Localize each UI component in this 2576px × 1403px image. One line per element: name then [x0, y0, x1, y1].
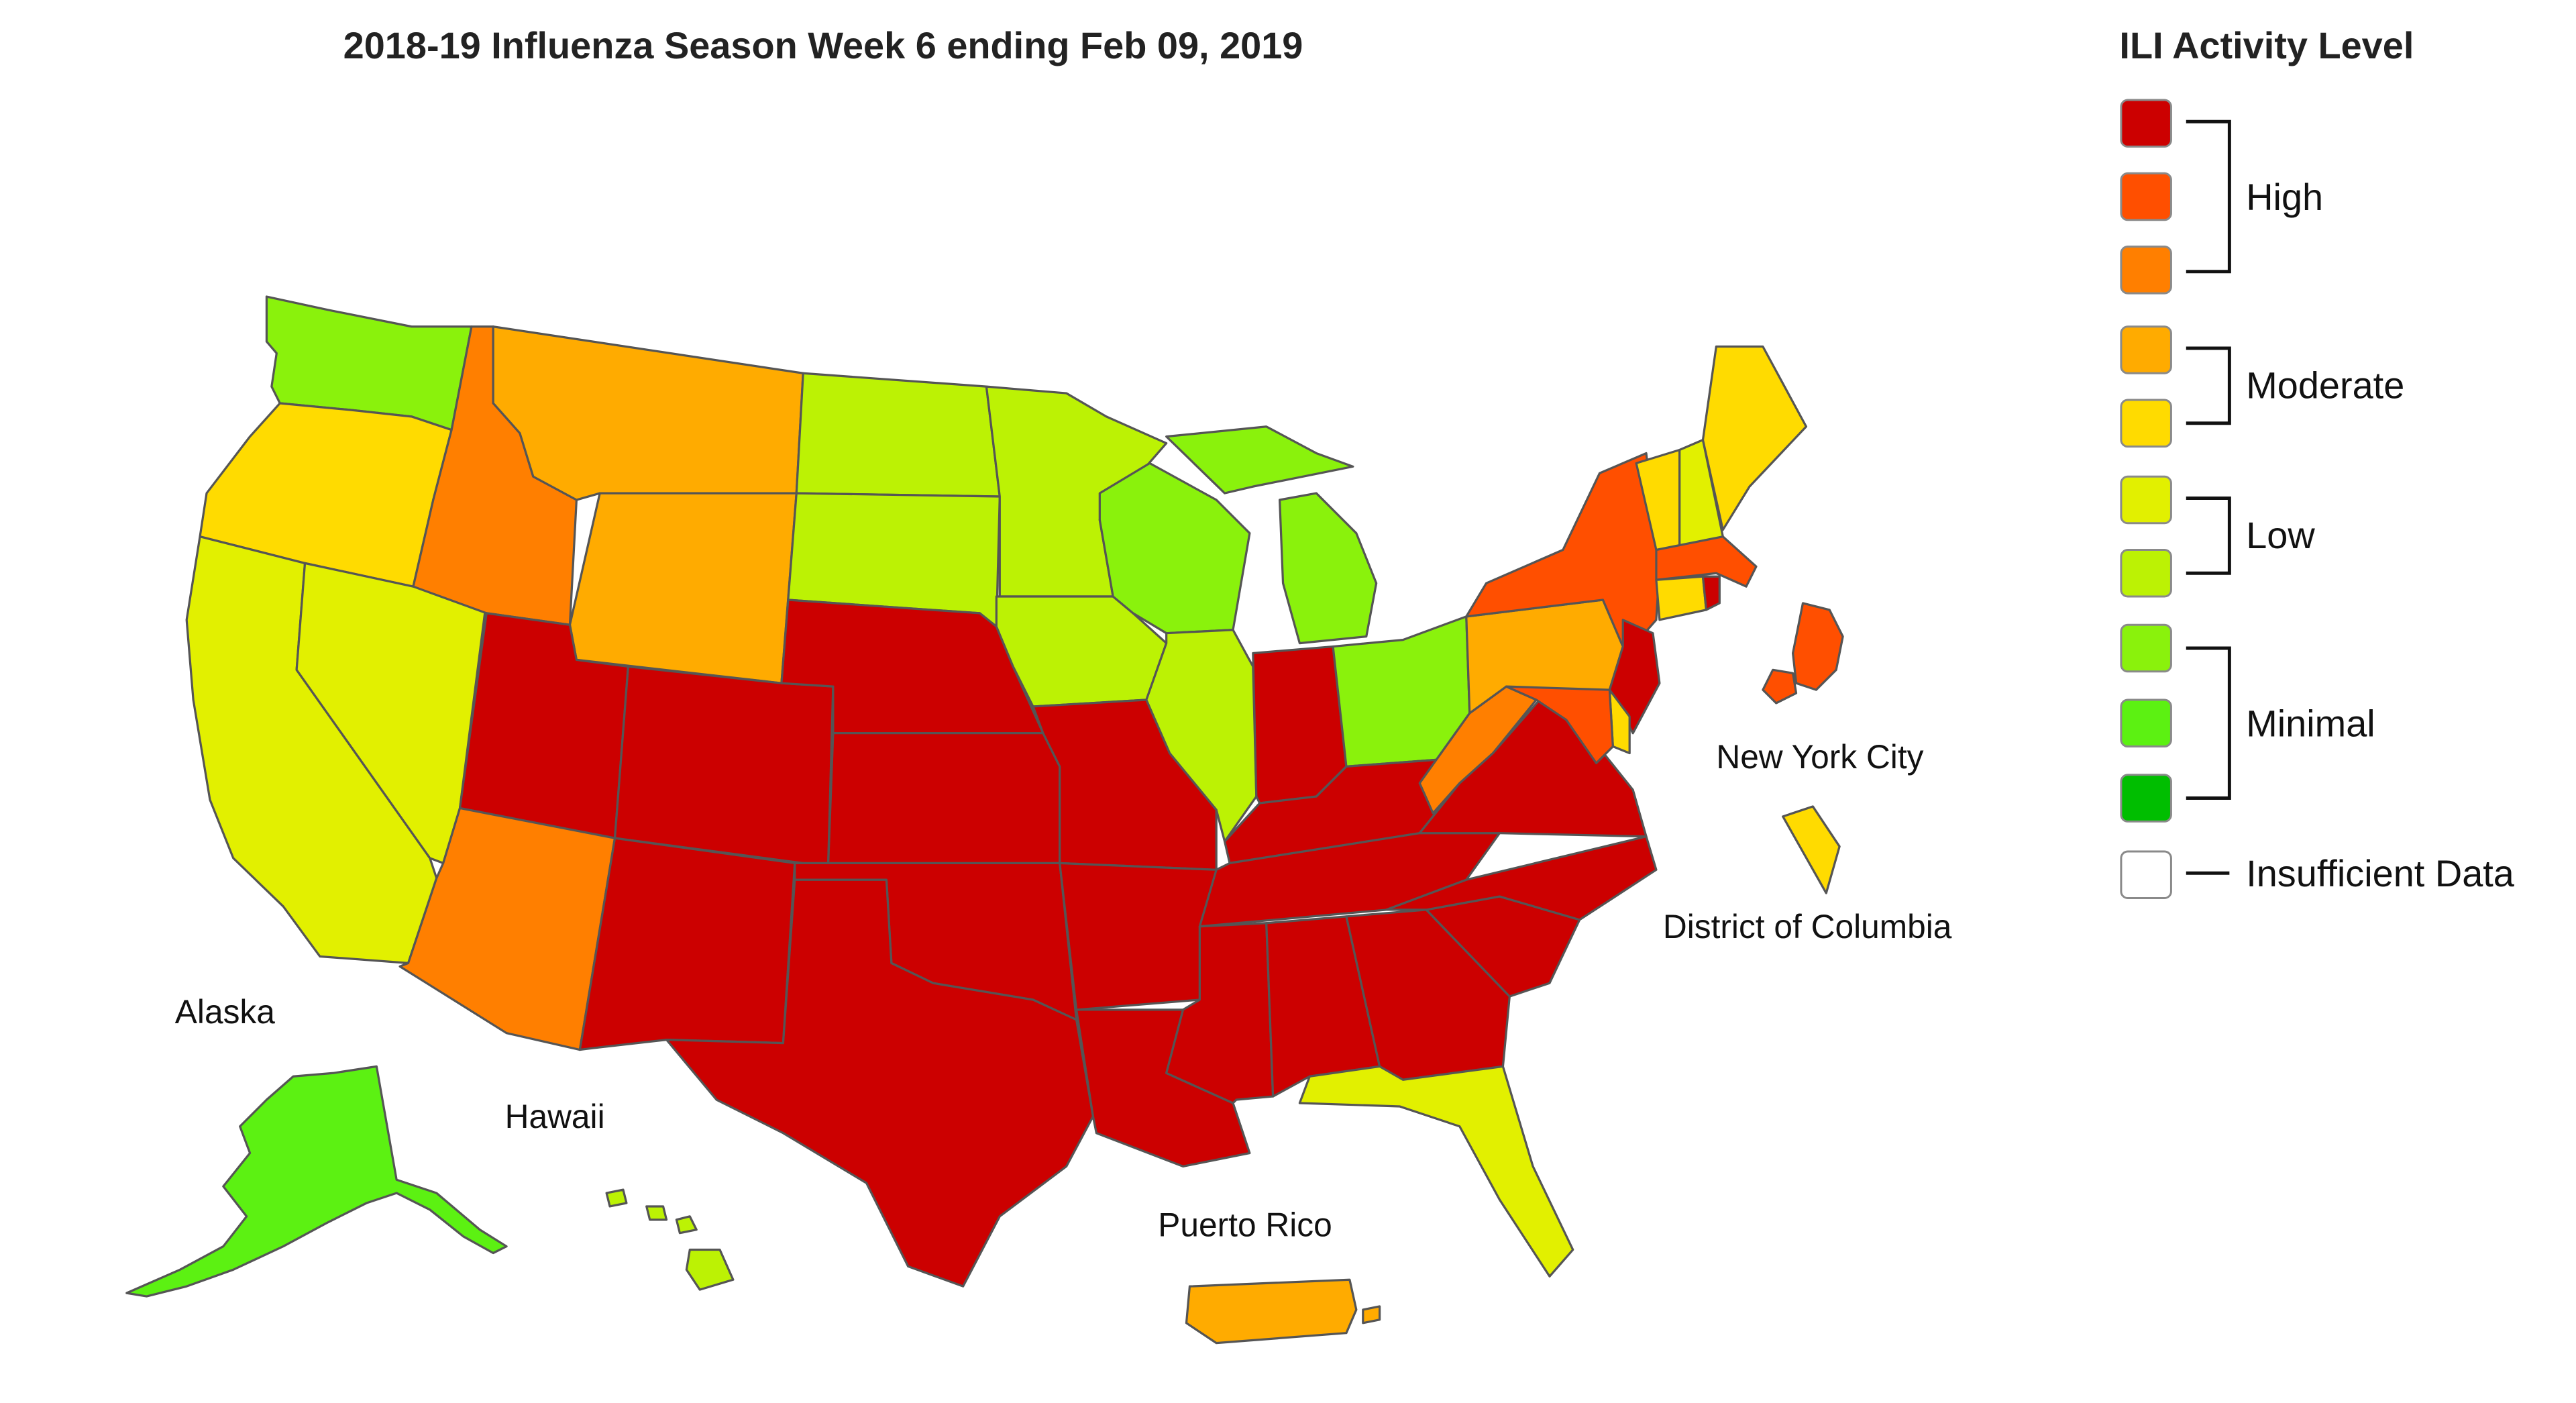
state-michigan[interactable]: [1165, 425, 1378, 645]
label-puerto-rico: Puerto Rico: [1158, 1206, 1332, 1244]
state-new-mexico[interactable]: [578, 837, 796, 1051]
state-new-york[interactable]: [1465, 452, 1661, 648]
legend-swatch-level-7: [2120, 325, 2172, 374]
area-labels: Alaska Hawaii Puerto Rico New York City …: [175, 738, 1952, 1244]
state-kansas[interactable]: [826, 732, 1061, 868]
legend-swatch-level-9: [2120, 172, 2172, 221]
state-arkansas[interactable]: [1059, 862, 1218, 1011]
state-tennessee[interactable]: [1198, 832, 1501, 928]
legend-bracket-minimal: [2186, 646, 2231, 800]
state-colorado[interactable]: [613, 665, 835, 868]
legend-label-minimal: Minimal: [2246, 703, 2375, 745]
legend-swatch-level-1: [2120, 774, 2172, 823]
state-north-dakota[interactable]: [795, 372, 1001, 498]
legend: ILI Activity Level High Moderate Low Min…: [2119, 24, 2515, 900]
state-rhode-island[interactable]: [1701, 575, 1721, 611]
legend-title: ILI Activity Level: [2119, 24, 2414, 66]
state-wyoming[interactable]: [568, 492, 798, 684]
legend-swatch-level-8: [2120, 246, 2172, 295]
legend-swatch-level-6: [2120, 399, 2172, 448]
legend-label-insufficient-data: Insufficient Data: [2246, 852, 2515, 894]
state-new-york-city[interactable]: [1762, 602, 1844, 705]
legend-swatch-level-2: [2120, 698, 2172, 748]
legend-label-low: Low: [2246, 514, 2315, 556]
label-district-of-columbia: District of Columbia: [1663, 908, 1952, 945]
legend-label-high: High: [2246, 176, 2323, 218]
legend-bracket-high: [2186, 119, 2231, 274]
label-hawaii: Hawaii: [505, 1098, 605, 1135]
legend-swatch-level-3: [2120, 623, 2172, 673]
state-north-carolina[interactable]: [1385, 835, 1658, 921]
state-illinois[interactable]: [1145, 629, 1258, 843]
state-district-of-columbia[interactable]: [1782, 805, 1841, 894]
legend-swatch-level-0: [2120, 850, 2172, 900]
state-florida[interactable]: [1298, 1065, 1574, 1278]
legend-swatch-level-5: [2120, 475, 2172, 525]
state-hawaii[interactable]: [605, 1188, 735, 1291]
state-montana[interactable]: [492, 325, 804, 501]
map-title: 2018-19 Influenza Season Week 6 ending F…: [343, 24, 1303, 66]
legend-bracket-moderate: [2186, 346, 2231, 425]
state-puerto-rico[interactable]: [1185, 1278, 1381, 1345]
state-connecticut[interactable]: [1655, 575, 1708, 621]
legend-bracket-low: [2186, 497, 2231, 575]
legend-swatch-level-4: [2120, 549, 2172, 598]
us-states-map: [125, 295, 1844, 1345]
label-new-york-city: New York City: [1716, 738, 1923, 776]
legend-swatch-level-10: [2120, 99, 2172, 148]
state-maine[interactable]: [1701, 345, 1808, 531]
state-maryland[interactable]: [1505, 685, 1614, 764]
state-texas[interactable]: [665, 878, 1095, 1288]
label-alaska: Alaska: [175, 993, 275, 1031]
legend-label-moderate: Moderate: [2246, 364, 2404, 407]
state-alaska[interactable]: [125, 1065, 508, 1298]
state-nebraska[interactable]: [780, 599, 1044, 735]
